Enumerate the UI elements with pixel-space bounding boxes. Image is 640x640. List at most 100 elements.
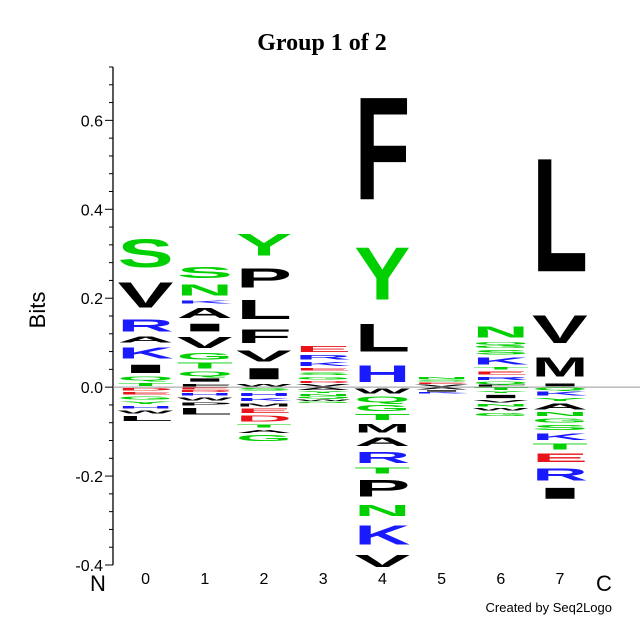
glyph-g: G [473,412,529,417]
glyph-e: E [532,451,588,464]
glyph-y: Y [118,400,174,404]
glyph-g: G [236,434,292,443]
glyph-i: I [177,321,233,333]
glyph-d: D [236,414,292,423]
glyph-p: P [177,401,233,406]
glyph-q: Q [177,370,233,377]
c-terminus-label: C [596,571,612,596]
glyph-g: G [177,352,233,362]
glyph-q: Q [354,395,410,404]
glyph-a: A [414,387,470,390]
glyph-s: S [118,231,174,275]
glyph-l: L [236,294,292,325]
glyph-k: K [473,356,529,367]
glyph-e: E [295,345,351,354]
glyph-r: R [295,354,351,361]
glyph-l: L [118,415,174,423]
glyph-i: I [473,394,529,399]
glyph-a: A [532,402,588,411]
glyph-k: K [236,397,292,402]
glyph-t: T [473,367,529,371]
glyph-l: L [532,123,588,305]
x-position-label: 3 [319,571,328,588]
glyph-m: M [236,402,292,407]
y-tick-label: 0.2 [81,291,103,308]
glyph-h: H [118,405,174,409]
glyph-w: W [177,396,233,401]
y-tick-label: 0.4 [81,202,103,219]
glyph-h: H [236,392,292,397]
glyph-n: N [177,281,233,299]
glyph-f: F [177,383,233,387]
y-tick-label: -0.2 [75,469,103,486]
glyph-n: N [473,404,529,408]
glyph-n: N [473,323,529,341]
glyph-d: D [295,380,351,383]
glyph-i: I [177,377,233,382]
glyph-w: W [236,383,292,387]
glyph-a: A [118,336,174,345]
glyph-a: A [354,435,410,448]
glyph-g: G [295,401,351,403]
glyph-s: S [473,349,529,356]
glyph-q: Q [532,387,588,391]
glyph-w: W [473,407,529,411]
glyph-t: T [532,442,588,451]
glyph-v: V [118,275,174,315]
glyph-n: N [295,393,351,396]
glyph-e: E [473,370,529,375]
glyph-e: E [236,408,292,415]
x-position-label: 2 [260,571,269,588]
glyph-e: E [295,367,351,371]
glyph-k: K [532,432,588,443]
glyph-q: Q [295,396,351,399]
glyph-v: V [236,347,292,365]
glyph-v: V [354,551,410,571]
glyph-m: M [532,351,588,382]
glyph-h: H [177,392,233,396]
glyph-r: R [473,376,529,381]
glyph-g: G [473,345,529,349]
y-tick-label: -0.4 [75,558,103,575]
glyph-n: N [532,411,588,417]
glyph-g: G [354,404,410,413]
glyph-r: R [532,464,588,484]
glyph-v: V [295,384,352,388]
glyph-w: W [295,399,352,401]
glyph-m: M [354,422,410,435]
glyph-t: T [236,423,292,428]
glyph-d: D [118,387,174,391]
glyph-s: S [177,263,233,281]
glyph-i: I [236,365,292,383]
glyph-h: H [354,361,410,388]
glyph-q: Q [473,341,529,345]
glyph-f: F [236,325,292,347]
x-position-label: 7 [556,571,565,588]
glyph-q: Q [473,381,529,385]
glyph-n: N [354,502,410,520]
glyph-q: Q [118,376,174,382]
glyph-e: E [118,392,174,396]
glyph-w: W [354,387,410,395]
glyph-y: Y [354,231,410,315]
glyph-g: G [295,376,351,380]
x-position-label: 0 [141,571,150,588]
glyph-k: K [532,391,588,397]
glyph-w: W [118,409,174,414]
y-axis-label: Bits [25,292,50,329]
glyph-l: L [354,316,410,360]
glyph-y: Y [532,397,588,402]
logo-glyphs: TQIKARVSDEGYHWLFIQTGVIAKNSEDHWPLWIVFLPYS… [118,66,589,571]
glyph-e: E [177,387,233,390]
glyph-f: F [354,66,410,230]
glyph-l: L [177,407,233,417]
x-position-label: 6 [496,571,505,588]
glyph-i: I [414,390,470,392]
glyph-g: G [532,417,588,423]
glyph-r: R [118,315,174,335]
glyph-y: Y [295,391,351,394]
glyph-d: D [177,390,233,393]
glyph-p: P [236,263,292,294]
glyph-v: V [532,307,588,351]
